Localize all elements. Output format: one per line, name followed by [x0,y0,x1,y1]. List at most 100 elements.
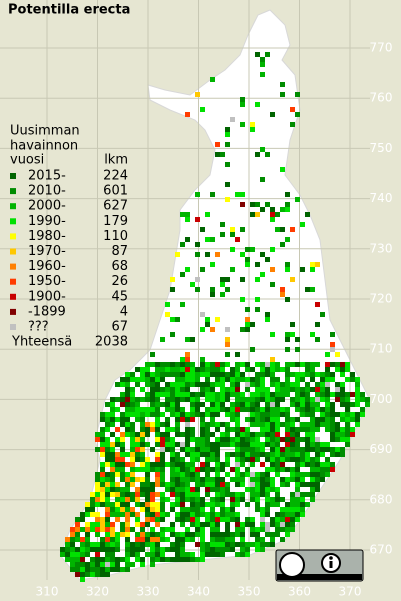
observation-cell [265,412,270,417]
observation-cell [265,202,270,207]
observation-cell [320,382,325,387]
observation-cell [155,557,160,562]
observation-cell [155,392,160,397]
observation-cell [220,377,225,382]
observation-cell [295,502,300,507]
observation-cell [150,537,155,542]
observation-cell [290,472,295,477]
observation-cell [210,527,215,532]
observation-cell [165,367,170,372]
observation-cell [130,492,135,497]
observation-cell [350,417,355,422]
observation-cell [125,502,130,507]
observation-cell [345,362,350,367]
observation-cell [235,437,240,442]
observation-cell [155,552,160,557]
observation-cell [305,392,310,397]
observation-cell [265,512,270,517]
observation-cell [105,547,110,552]
observation-cell [230,517,235,522]
observation-cell [230,427,235,432]
observation-cell [190,477,195,482]
observation-cell [250,397,255,402]
observation-cell [325,407,330,412]
observation-cell [120,462,125,467]
observation-cell [130,552,135,557]
observation-cell [235,432,240,437]
observation-cell [245,382,250,387]
observation-cell [155,502,160,507]
observation-cell [195,522,200,527]
observation-cell [240,102,245,107]
observation-cell [70,547,75,552]
observation-cell [265,502,270,507]
observation-cell [160,472,165,477]
observation-cell [250,392,255,397]
observation-cell [260,377,265,382]
observation-cell [110,567,115,572]
observation-cell [290,507,295,512]
observation-cell [255,532,260,537]
observation-cell [275,387,280,392]
legend-swatch [10,308,16,315]
observation-cell [320,447,325,452]
observation-cell [140,397,145,402]
observation-cell [305,457,310,462]
observation-cell [300,497,305,502]
observation-cell [110,477,115,482]
observation-cell [260,147,265,152]
observation-cell [140,542,145,547]
observation-cell [335,437,340,442]
observation-cell [245,327,250,332]
observation-cell [220,402,225,407]
observation-cell [130,392,135,397]
observation-cell [195,392,200,397]
observation-cell [310,487,315,492]
observation-cell [210,412,215,417]
observation-cell [285,467,290,472]
legend-label: 1980- [28,229,66,244]
observation-cell [290,332,295,337]
observation-cell [210,512,215,517]
observation-cell [275,442,280,447]
observation-cell [210,372,215,377]
observation-cell [270,477,275,482]
observation-cell [120,377,125,382]
observation-cell [190,377,195,382]
observation-cell [290,402,295,407]
observation-cell [85,572,90,577]
legend: Uusimman havainnon vuosi lkm 2015- 224201… [10,124,128,350]
observation-cell [255,417,260,422]
observation-cell [290,362,295,367]
observation-cell [70,537,75,542]
observation-cell [315,422,320,427]
observation-cell [345,422,350,427]
observation-cell [235,447,240,452]
observation-cell [235,422,240,427]
observation-cell [200,522,205,527]
observation-cell [110,472,115,477]
observation-cell [135,437,140,442]
observation-cell [235,512,240,517]
observation-cell [325,457,330,462]
observation-cell [330,412,335,417]
observation-cell [195,517,200,522]
observation-cell [220,362,225,367]
observation-cell [150,497,155,502]
observation-cell [205,392,210,397]
observation-cell [75,532,80,537]
observation-cell [175,422,180,427]
observation-cell [70,557,75,562]
observation-cell [170,412,175,417]
observation-cell [290,277,295,282]
observation-cell [180,552,185,557]
observation-cell [130,407,135,412]
observation-cell [290,517,295,522]
observation-cell [215,412,220,417]
observation-cell [255,422,260,427]
observation-cell [65,537,70,542]
observation-cell [255,392,260,397]
observation-cell [270,487,275,492]
observation-cell [205,212,210,217]
observation-cell [125,382,130,387]
